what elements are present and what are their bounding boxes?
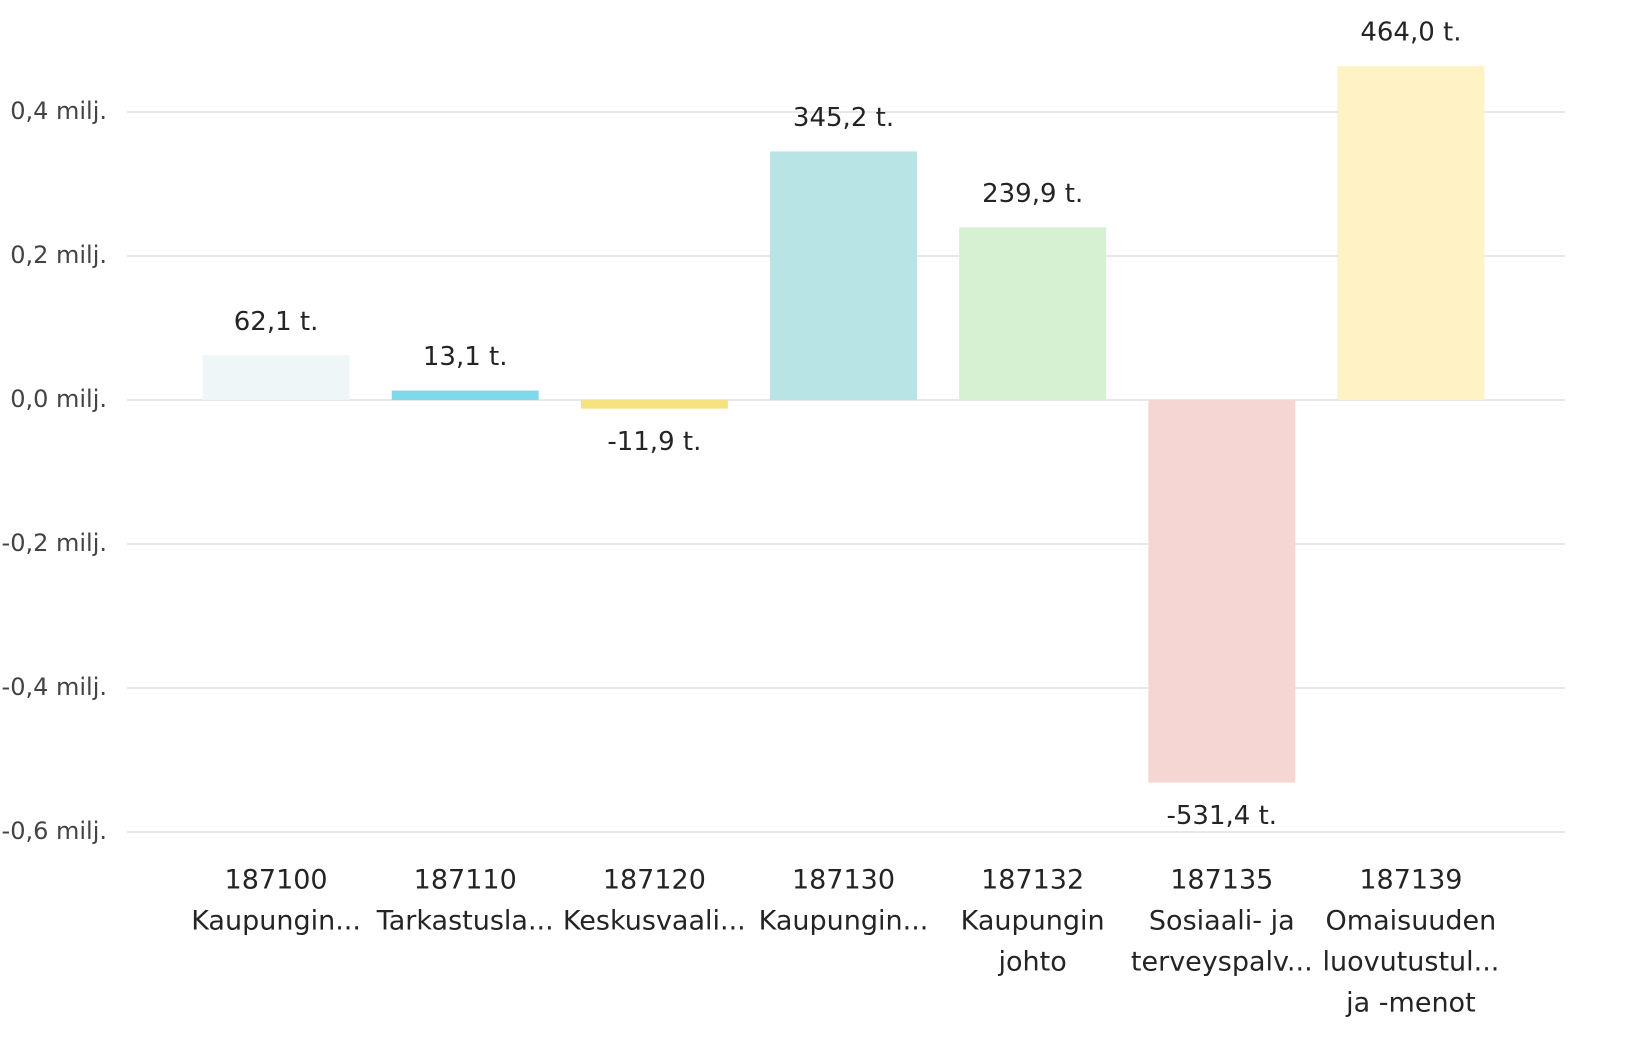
data-label: 62,1 t. (234, 307, 319, 337)
data-label: -531,4 t. (1167, 801, 1278, 831)
x-tick-label: Keskusvaali... (563, 906, 746, 937)
x-tick-label: terveyspalv... (1131, 947, 1313, 978)
x-tick-label: 187139 (1359, 865, 1462, 896)
bar (391, 390, 539, 400)
x-tick-label: 187100 (225, 865, 328, 896)
x-tick-label: 187130 (792, 865, 895, 896)
x-tick-label: Kaupungin... (759, 906, 929, 937)
x-tick-label: 187132 (981, 865, 1084, 896)
x-tick-label: Kaupungin... (191, 906, 361, 937)
x-tick-label: Kaupungin (961, 906, 1105, 937)
y-tick-label: -0,4 milj. (2, 673, 107, 701)
x-tick-label: Tarkastusla... (376, 906, 554, 937)
x-tick-label: 187120 (603, 865, 706, 896)
y-tick-label: 0,2 milj. (10, 241, 107, 269)
data-label: -11,9 t. (607, 427, 701, 457)
y-tick-label: 0,4 milj. (10, 97, 107, 125)
data-label: 239,9 t. (982, 179, 1083, 209)
x-tick-label: ja -menot (1345, 988, 1476, 1019)
y-tick-label: -0,2 milj. (2, 529, 107, 557)
x-tick-label: johto (998, 947, 1067, 978)
data-label: 464,0 t. (1360, 17, 1461, 47)
y-tick-label: -0,6 milj. (2, 817, 107, 845)
bar (580, 400, 728, 409)
x-tick-label: Omaisuuden (1326, 906, 1497, 937)
data-label: 13,1 t. (423, 342, 508, 372)
bar (202, 355, 350, 400)
bar (959, 227, 1107, 400)
x-tick-label: 187135 (1170, 865, 1273, 896)
x-tick-label: 187110 (414, 865, 517, 896)
bar (1148, 400, 1296, 783)
bar (770, 151, 917, 400)
y-tick-label: 0,0 milj. (10, 385, 107, 413)
x-tick-label: luovutustul... (1322, 947, 1499, 978)
data-label: 345,2 t. (793, 103, 894, 133)
x-tick-label: Sosiaali- ja (1149, 906, 1295, 937)
bar (1337, 65, 1485, 401)
